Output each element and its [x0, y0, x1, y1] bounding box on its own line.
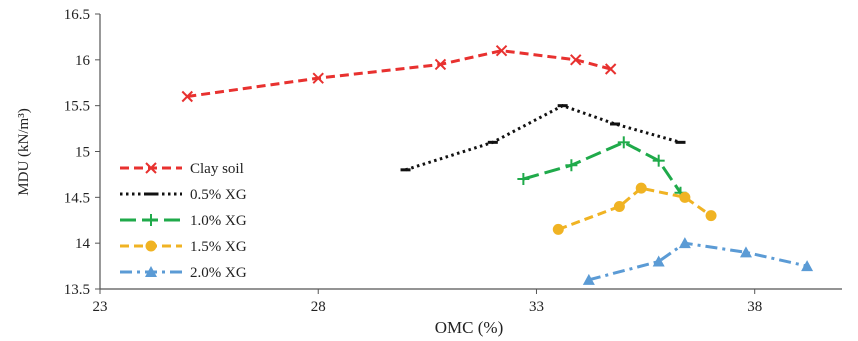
legend: Clay soil 0.5% XG 1.0% XG 1.5% XG 2.0% XG: [120, 161, 247, 281]
y-axis-label: MDU (kN/m³): [16, 108, 32, 195]
data-point: [617, 136, 630, 149]
y-tick-label: 16.5: [64, 7, 90, 23]
data-point: [181, 90, 194, 103]
legend-label: 0.5% XG: [190, 187, 247, 203]
marker-stroke: [604, 63, 617, 75]
marker-stroke: [181, 90, 194, 103]
data-point: [635, 182, 647, 194]
data-point: [582, 273, 595, 285]
marker-stroke: [434, 58, 447, 71]
legend-label: 1.5% XG: [190, 239, 247, 255]
legend-item: 1.5% XG: [120, 239, 247, 255]
series-2-0-xg: [582, 237, 814, 285]
marker-stroke: [145, 162, 157, 174]
legend-item: 0.5% XG: [120, 187, 247, 203]
x-axis-label: OMC (%): [435, 318, 503, 337]
data-point: [652, 154, 665, 167]
data-point: [801, 260, 814, 272]
x-tick-label: 33: [529, 299, 544, 315]
data-point: [434, 58, 447, 71]
data-point: [565, 159, 578, 172]
data-point: [705, 210, 717, 222]
series-layer: [181, 44, 814, 285]
y-tick-label: 14: [75, 236, 91, 252]
x-tick-label: 38: [747, 299, 762, 315]
y-tick-label: 15.5: [64, 99, 90, 115]
y-tick-label: 15: [75, 145, 90, 161]
series-line: [588, 241, 808, 282]
series-line: [557, 186, 712, 231]
series-line: [187, 49, 612, 98]
series-1-0-xg: [517, 136, 687, 199]
y-tick-label: 13.5: [64, 282, 90, 298]
y-tick-label: 16: [75, 53, 91, 69]
data-point: [739, 246, 752, 258]
data-point: [517, 173, 530, 185]
data-point: [604, 63, 617, 75]
legend-marker: [145, 266, 157, 277]
data-point: [312, 72, 324, 84]
legend-item: Clay soil: [120, 161, 244, 177]
data-point: [495, 44, 508, 57]
series-1-5-xg: [552, 182, 717, 235]
data-point: [552, 223, 564, 235]
marker-stroke: [570, 54, 582, 66]
legend-item: 2.0% XG: [120, 265, 247, 281]
data-point: [613, 201, 625, 212]
series-line: [405, 104, 681, 172]
legend-marker: [145, 162, 157, 174]
legend-marker: [145, 240, 157, 252]
x-tick-label: 28: [311, 299, 326, 315]
legend-label: 1.0% XG: [190, 213, 247, 229]
legend-label: 2.0% XG: [190, 265, 247, 281]
series-0-5-xg: [400, 104, 686, 172]
data-point: [652, 255, 665, 267]
legend-label: Clay soil: [190, 161, 244, 177]
series-clay-soil: [181, 44, 617, 103]
marker-stroke: [312, 72, 324, 84]
data-point: [570, 54, 582, 66]
legend-item: 1.0% XG: [120, 213, 247, 229]
marker-stroke: [495, 44, 508, 57]
data-point: [678, 237, 691, 249]
series-line: [522, 140, 682, 194]
y-tick-label: 14.5: [64, 190, 90, 206]
axes: 13.5 14 14.5 15 15.5 16 16.5 23 28 33 38: [64, 7, 842, 315]
data-point: [679, 191, 691, 203]
legend-marker: [145, 214, 157, 226]
x-tick-label: 23: [93, 299, 108, 315]
